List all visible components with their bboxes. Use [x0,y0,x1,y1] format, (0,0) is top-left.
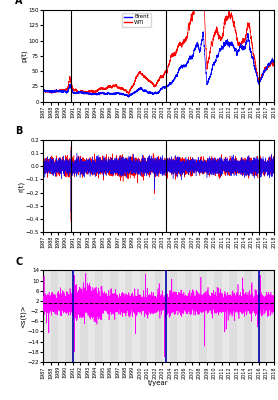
Bar [214,270,222,362]
X-axis label: t/year: t/year [148,380,169,386]
Bar [73,270,80,362]
Bar [199,270,207,362]
Bar [244,270,252,362]
Bar [140,270,147,362]
Bar [65,270,73,362]
Bar [51,270,58,362]
Bar [110,270,118,362]
Bar [80,270,88,362]
Y-axis label: p(t): p(t) [21,50,27,62]
Bar [259,270,266,362]
Bar [43,270,51,362]
Text: B: B [15,126,23,136]
Bar [207,270,214,362]
Y-axis label: <s(t)>: <s(t)> [19,304,26,328]
Bar [170,270,177,362]
Bar [132,270,140,362]
Bar [155,270,162,362]
Bar [118,270,125,362]
Bar [192,270,199,362]
Bar [177,270,185,362]
Bar [162,270,170,362]
Bar [125,270,132,362]
Bar [95,270,103,362]
Text: A: A [15,0,23,6]
Bar [58,270,65,362]
Bar [222,270,229,362]
Y-axis label: r(t): r(t) [18,180,24,192]
Bar [185,270,192,362]
Bar [103,270,110,362]
Text: C: C [15,257,23,267]
Bar [147,270,155,362]
Legend: Brent, WTI: Brent, WTI [122,13,151,27]
Bar [88,270,95,362]
Bar [252,270,259,362]
Bar [229,270,237,362]
Bar [237,270,244,362]
Bar [266,270,274,362]
